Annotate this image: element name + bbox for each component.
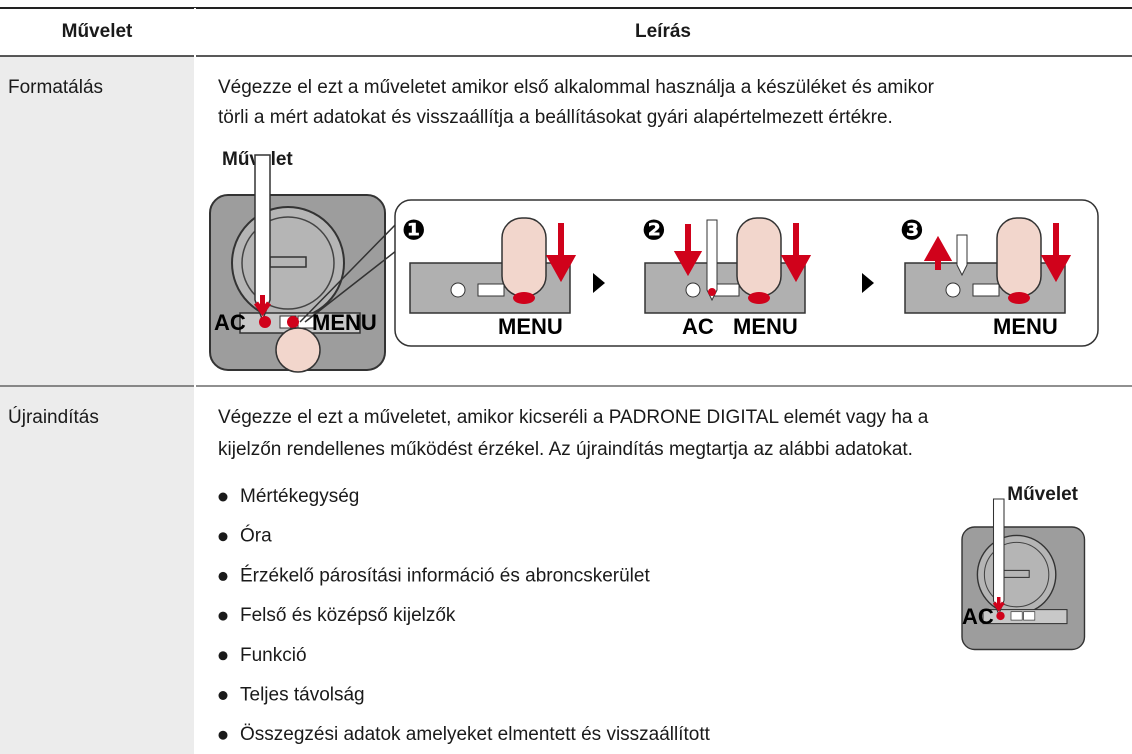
button-label: MENU — [733, 314, 798, 339]
bullet — [218, 730, 228, 740]
bullet — [218, 651, 228, 661]
bullet — [218, 611, 228, 621]
bullet — [218, 571, 228, 581]
device-illustration — [210, 155, 411, 373]
header-cell: Leírás — [635, 21, 691, 42]
button-label: MENU — [498, 314, 563, 339]
list-item: Funkció — [240, 645, 307, 666]
row-label: Újraindítás — [8, 406, 99, 428]
button-label: AC — [682, 314, 714, 339]
list-item: Óra — [240, 525, 272, 547]
description: kijelzőn rendellenes működést érzékel. A… — [218, 439, 913, 460]
label-column — [0, 56, 195, 754]
list-item: Felső és középső kijelzők — [240, 605, 456, 626]
arrow — [862, 273, 874, 293]
header-cell: Művelet — [62, 21, 133, 42]
description: törli a mért adatokat és visszaállítja a… — [218, 107, 893, 128]
step-illustration — [645, 218, 806, 313]
description: Végezze el ezt a műveletet amikor első a… — [218, 77, 935, 98]
step-illustration — [905, 218, 1066, 313]
list-item: Teljes távolság — [240, 685, 365, 706]
list-item: Összegzési adatok amelyeket elmentett és… — [240, 724, 711, 745]
step-number: ❷ — [642, 214, 666, 245]
list-item: Érzékelő párosítási információ és abronc… — [240, 565, 650, 586]
arrow — [593, 273, 605, 293]
list-item: Mértékegység — [240, 486, 359, 507]
bullet — [218, 532, 228, 542]
row-label: Formatálás — [8, 77, 103, 98]
bullet — [218, 691, 228, 700]
button-label: AC — [214, 310, 246, 335]
button-label: AC — [962, 604, 994, 629]
step-number: ❶ — [402, 214, 426, 245]
button-label: MENU — [993, 314, 1058, 339]
button-label: MENU — [312, 310, 377, 335]
bullet — [218, 492, 228, 502]
step-number: ❸ — [900, 214, 924, 245]
figure-title: Művelet — [1007, 484, 1078, 505]
description: Végezze el ezt a műveletet, amikor kicse… — [218, 407, 929, 428]
